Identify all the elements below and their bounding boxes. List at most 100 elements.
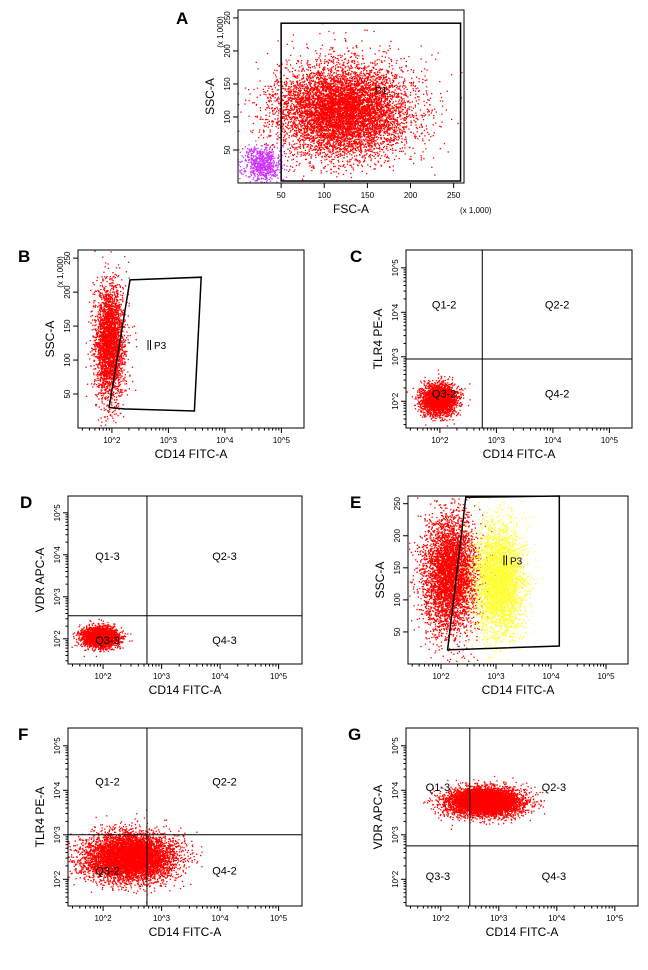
event-dot bbox=[333, 141, 335, 143]
event-dot bbox=[349, 85, 351, 87]
event-dot bbox=[281, 85, 283, 87]
event-dot bbox=[378, 76, 380, 78]
event-dot bbox=[320, 102, 322, 104]
event-dot bbox=[323, 155, 326, 157]
event-dot bbox=[335, 101, 337, 103]
event-dot bbox=[336, 74, 338, 76]
event-dot bbox=[336, 94, 338, 97]
event-dot bbox=[294, 84, 297, 87]
event-dot bbox=[315, 123, 318, 125]
event-dot bbox=[388, 128, 390, 131]
event-dot bbox=[350, 89, 352, 91]
event-dot bbox=[389, 104, 392, 106]
event-dot bbox=[358, 130, 360, 132]
event-dot bbox=[376, 77, 378, 79]
event-dot bbox=[392, 86, 394, 88]
event-dot bbox=[314, 75, 316, 77]
event-dot bbox=[298, 84, 300, 86]
event-dot bbox=[319, 131, 321, 133]
event-dot bbox=[420, 123, 422, 125]
event-dot bbox=[351, 129, 353, 131]
event-dot bbox=[421, 125, 423, 128]
event-dot bbox=[406, 115, 408, 117]
event-dot bbox=[335, 140, 337, 142]
event-dot bbox=[289, 90, 291, 93]
event-dot bbox=[259, 129, 261, 131]
event-dot bbox=[286, 119, 289, 121]
event-dot bbox=[374, 152, 376, 154]
event-dot bbox=[363, 138, 365, 141]
event-dot bbox=[329, 123, 331, 125]
event-dot bbox=[425, 86, 428, 88]
event-dot bbox=[376, 114, 379, 116]
event-dot bbox=[322, 148, 324, 150]
event-dot bbox=[309, 77, 312, 79]
event-dot bbox=[388, 71, 390, 73]
event-dot bbox=[282, 124, 284, 126]
event-dot bbox=[338, 118, 341, 120]
event-dot bbox=[365, 106, 367, 108]
event-dot bbox=[394, 130, 396, 132]
event-dot bbox=[371, 141, 373, 143]
event-dot bbox=[300, 135, 302, 137]
event-dot bbox=[259, 94, 261, 96]
event-dot bbox=[376, 132, 378, 134]
event-dot bbox=[338, 73, 340, 75]
event-dot bbox=[309, 153, 311, 155]
event-dot bbox=[393, 138, 395, 140]
event-dot bbox=[352, 47, 354, 49]
event-dot bbox=[340, 148, 343, 151]
event-dot bbox=[377, 93, 379, 95]
event-dot bbox=[368, 112, 370, 114]
event-dot bbox=[358, 135, 360, 137]
event-dot bbox=[385, 112, 387, 114]
event-dot bbox=[353, 135, 356, 137]
event-dot bbox=[363, 123, 365, 125]
event-dot bbox=[270, 100, 272, 102]
event-dot bbox=[325, 78, 328, 80]
event-dot bbox=[431, 109, 433, 111]
event-dot bbox=[316, 88, 318, 90]
event-dot bbox=[277, 122, 279, 124]
event-dot bbox=[330, 156, 332, 158]
event-dot bbox=[322, 130, 324, 132]
event-dot bbox=[330, 118, 332, 120]
event-dot bbox=[337, 125, 339, 127]
event-dot bbox=[379, 111, 381, 113]
event-dot bbox=[347, 131, 349, 133]
event-dot bbox=[338, 108, 340, 110]
event-dot bbox=[314, 85, 316, 87]
event-dot bbox=[319, 125, 322, 128]
event-dot bbox=[331, 145, 334, 147]
event-dot bbox=[385, 139, 388, 141]
event-dot bbox=[399, 111, 401, 114]
event-dot bbox=[288, 121, 290, 123]
event-dot bbox=[363, 68, 365, 70]
event-dot bbox=[388, 134, 390, 136]
event-dot bbox=[343, 164, 345, 166]
event-dot bbox=[351, 100, 353, 102]
event-dot bbox=[397, 103, 399, 105]
event-dot bbox=[289, 127, 291, 129]
event-dot bbox=[316, 141, 318, 144]
event-dot bbox=[365, 88, 368, 90]
event-dot bbox=[375, 147, 378, 149]
event-dot bbox=[344, 146, 346, 148]
event-dot bbox=[364, 104, 366, 107]
event-dot bbox=[296, 96, 299, 99]
event-dot bbox=[409, 114, 411, 116]
event-dot bbox=[377, 71, 379, 73]
event-dot bbox=[352, 119, 354, 121]
event-dot bbox=[359, 116, 361, 118]
event-dot bbox=[278, 137, 280, 139]
event-dot bbox=[331, 134, 333, 137]
event-dot bbox=[316, 77, 318, 79]
event-dot bbox=[309, 87, 311, 90]
event-dot bbox=[271, 94, 273, 97]
event-dot bbox=[370, 98, 372, 101]
event-dot bbox=[386, 82, 388, 84]
event-dot bbox=[316, 134, 318, 136]
event-dot bbox=[312, 79, 314, 81]
event-dot bbox=[350, 103, 353, 105]
event-dot bbox=[306, 111, 309, 113]
